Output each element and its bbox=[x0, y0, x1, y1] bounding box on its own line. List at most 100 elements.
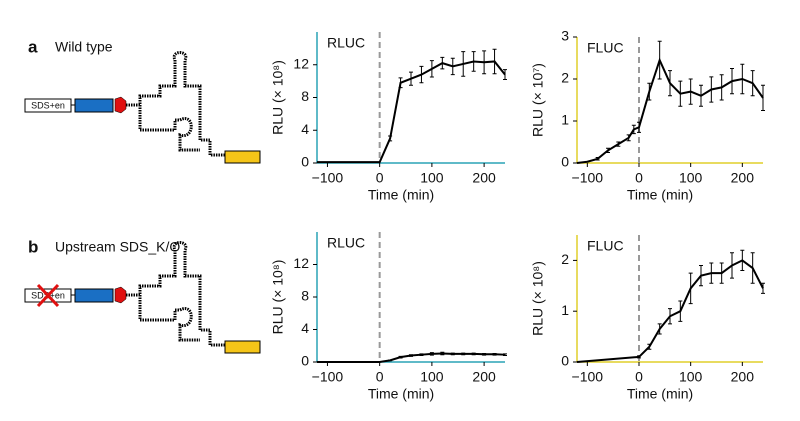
error-bar bbox=[419, 353, 424, 356]
error-bar bbox=[492, 48, 497, 75]
error-bar bbox=[657, 40, 662, 80]
y-axis-label: RLU (× 10⁷) bbox=[530, 63, 546, 137]
x-tick-label: 200 bbox=[472, 369, 496, 385]
error-bar bbox=[595, 157, 600, 161]
error-bar bbox=[461, 352, 466, 356]
y-tick-label: 3 bbox=[561, 28, 569, 44]
y-tick-label: 2 bbox=[561, 70, 569, 86]
error-bar bbox=[678, 80, 683, 107]
panel-label: a bbox=[28, 37, 38, 56]
y-tick-label: 0 bbox=[301, 154, 309, 170]
y-tick-label: 8 bbox=[301, 88, 309, 104]
y-tick-label: 4 bbox=[301, 121, 309, 137]
error-bar bbox=[606, 147, 610, 153]
error-bar bbox=[750, 70, 755, 97]
x-tick-label: 100 bbox=[420, 170, 444, 186]
x-tick-label: −100 bbox=[572, 170, 604, 186]
x-tick-label: 100 bbox=[679, 369, 703, 385]
error-bar bbox=[388, 359, 393, 362]
x-tick-label: 200 bbox=[472, 170, 496, 186]
y-tick-label: 0 bbox=[301, 353, 309, 369]
error-bar bbox=[450, 352, 455, 356]
error-bar bbox=[730, 68, 734, 95]
y-tick-label: 12 bbox=[293, 55, 309, 71]
error-bar bbox=[637, 355, 641, 359]
x-tick-label: 0 bbox=[635, 369, 643, 385]
panel-label: b bbox=[28, 237, 38, 256]
x-tick-label: −100 bbox=[312, 170, 344, 186]
error-bar bbox=[631, 124, 636, 135]
construct-label: SDS+en bbox=[31, 100, 65, 110]
error-bar bbox=[419, 65, 424, 84]
error-bar bbox=[398, 355, 403, 359]
error-bar bbox=[482, 352, 487, 356]
error-bar bbox=[730, 252, 734, 279]
error-bar bbox=[699, 264, 703, 287]
error-bar bbox=[388, 135, 393, 142]
y-tick-label: 12 bbox=[293, 255, 309, 271]
error-bar bbox=[668, 308, 672, 325]
x-tick-label: −100 bbox=[572, 369, 604, 385]
error-bar bbox=[492, 352, 497, 356]
error-bar bbox=[709, 76, 714, 103]
error-bar bbox=[647, 82, 652, 101]
construct-diagram: SDS+en bbox=[24, 51, 261, 164]
error-bar bbox=[409, 71, 413, 86]
y-tick-label: 4 bbox=[301, 320, 309, 336]
chart-annotation: FLUC bbox=[587, 238, 624, 254]
error-bar bbox=[409, 354, 413, 357]
y-tick-label: 8 bbox=[301, 288, 309, 304]
data-line bbox=[317, 60, 506, 164]
x-axis-label: Time (min) bbox=[368, 187, 434, 203]
error-bar bbox=[678, 300, 683, 322]
x-axis-label: Time (min) bbox=[368, 386, 434, 402]
error-bar bbox=[668, 70, 672, 97]
error-bar bbox=[688, 78, 693, 105]
x-tick-label: 0 bbox=[635, 170, 643, 186]
error-bar bbox=[440, 56, 445, 70]
error-bar bbox=[647, 343, 652, 350]
x-tick-label: 200 bbox=[731, 170, 755, 186]
error-bar bbox=[761, 84, 765, 111]
error-bar bbox=[699, 84, 703, 107]
x-tick-label: 0 bbox=[376, 369, 384, 385]
error-bar bbox=[719, 262, 724, 284]
y-axis-label: RLU (× 10⁸) bbox=[270, 260, 286, 335]
error-bar bbox=[740, 249, 745, 272]
y-axis-label: RLU (× 10⁸) bbox=[530, 261, 546, 336]
y-axis-label: RLU (× 10⁸) bbox=[270, 60, 286, 135]
error-bar bbox=[616, 141, 621, 147]
error-bar bbox=[461, 51, 466, 77]
error-bar bbox=[761, 282, 765, 294]
y-tick-label: 0 bbox=[561, 353, 569, 369]
error-bar bbox=[429, 60, 434, 78]
x-axis-label: Time (min) bbox=[627, 187, 693, 203]
chart-annotation: RLUC bbox=[327, 235, 365, 251]
error-bar bbox=[450, 57, 455, 76]
y-tick-label: 1 bbox=[561, 302, 569, 318]
panel-title: Upstream SDS_K/O bbox=[55, 239, 180, 255]
construct-diagram: SDS+en bbox=[24, 241, 261, 354]
error-bar bbox=[429, 352, 434, 356]
x-tick-label: 200 bbox=[731, 369, 755, 385]
error-bar bbox=[471, 51, 476, 72]
error-bar bbox=[503, 69, 507, 80]
data-line bbox=[576, 57, 764, 164]
error-bar bbox=[626, 134, 631, 142]
error-bar bbox=[750, 252, 755, 284]
error-bar bbox=[398, 77, 403, 89]
x-tick-label: 100 bbox=[420, 369, 444, 385]
x-tick-label: 0 bbox=[376, 170, 384, 186]
error-bar bbox=[740, 63, 745, 95]
error-bar bbox=[471, 352, 476, 356]
y-tick-label: 1 bbox=[561, 112, 569, 128]
x-tick-label: −100 bbox=[312, 369, 344, 385]
y-tick-label: 2 bbox=[561, 251, 569, 267]
x-axis-label: Time (min) bbox=[627, 386, 693, 402]
error-bar bbox=[440, 351, 445, 356]
error-bar bbox=[719, 74, 724, 101]
error-bar bbox=[709, 262, 714, 284]
error-bar bbox=[482, 50, 487, 75]
data-line bbox=[317, 352, 506, 363]
